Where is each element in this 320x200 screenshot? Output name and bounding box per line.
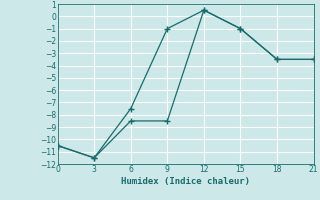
X-axis label: Humidex (Indice chaleur): Humidex (Indice chaleur) bbox=[121, 177, 250, 186]
